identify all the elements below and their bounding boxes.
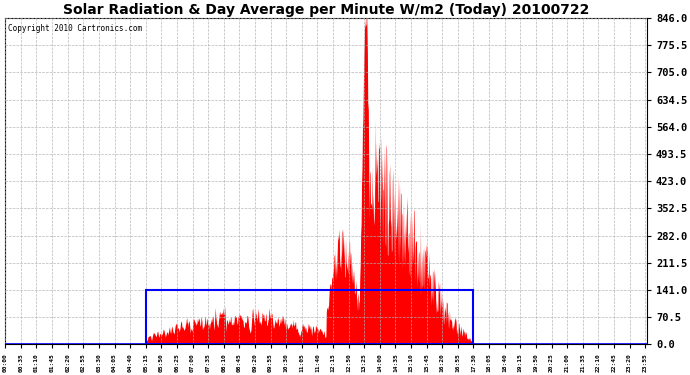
Bar	[146, 290, 473, 345]
Title: Solar Radiation & Day Average per Minute W/m2 (Today) 20100722: Solar Radiation & Day Average per Minute…	[63, 3, 589, 17]
Text: Copyright 2010 Cartronics.com: Copyright 2010 Cartronics.com	[8, 24, 143, 33]
